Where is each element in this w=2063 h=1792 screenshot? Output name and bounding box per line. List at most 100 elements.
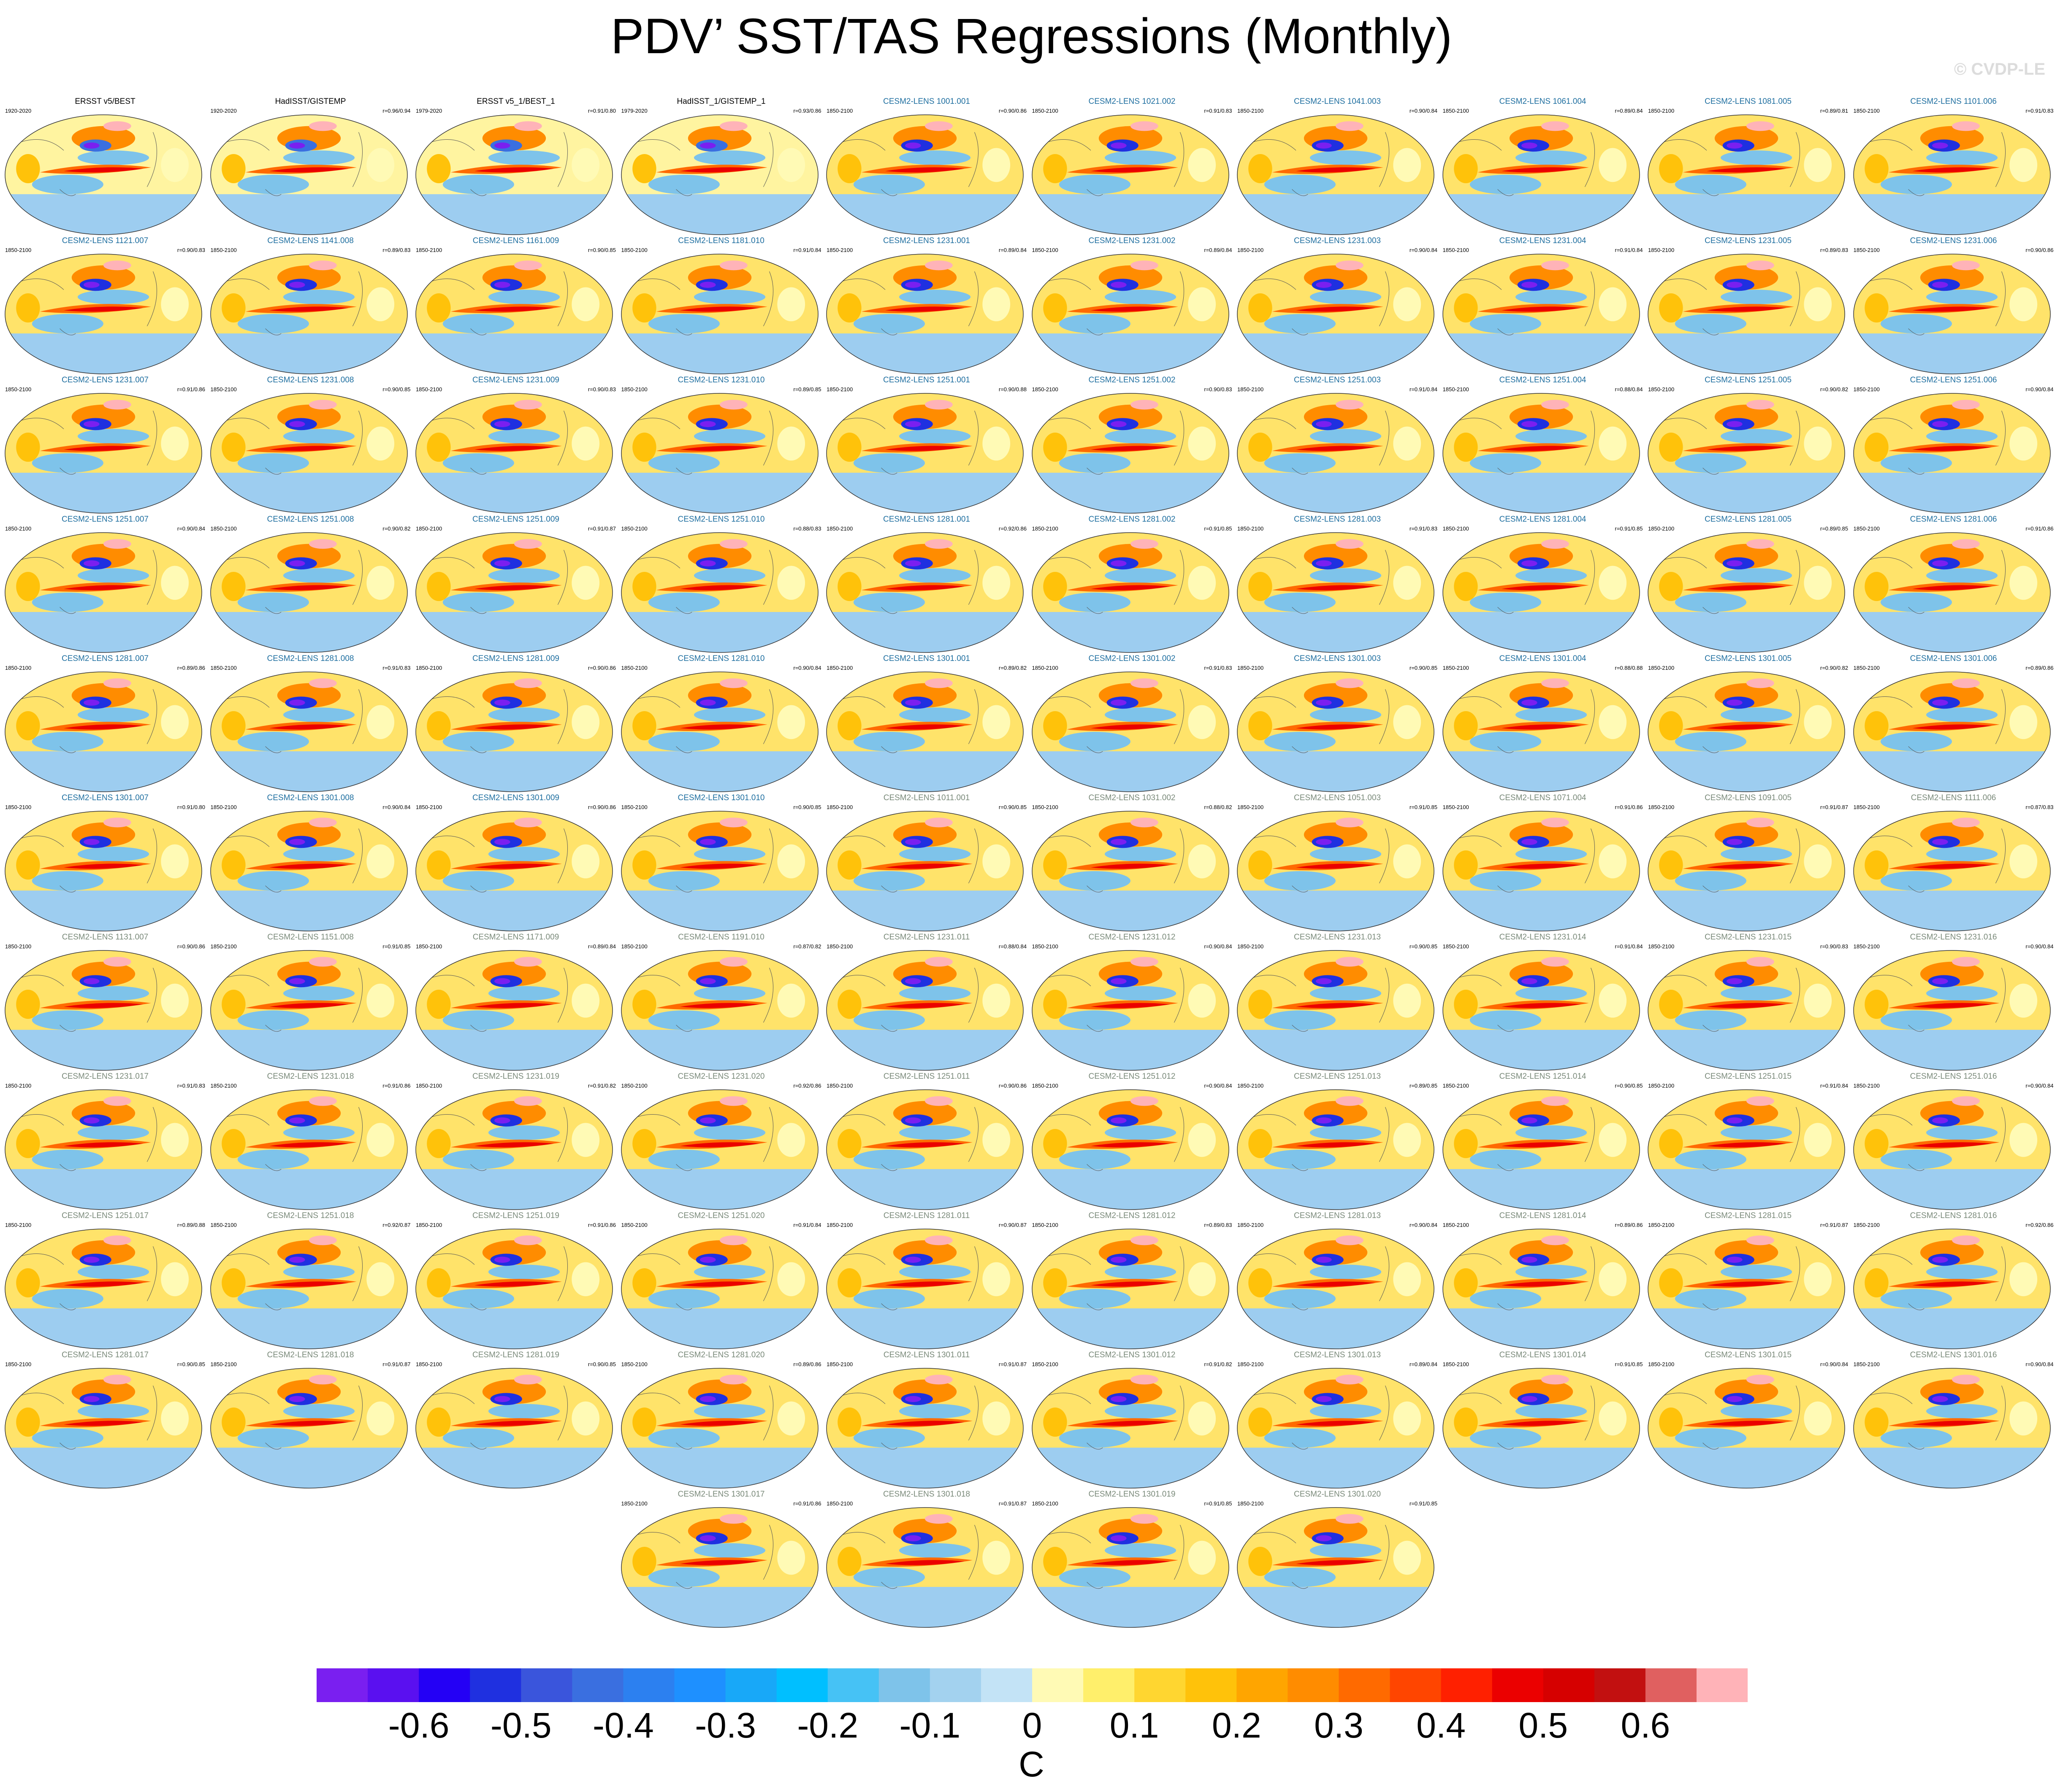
panel-period: 1850-2100 [1032, 386, 1058, 393]
kuroshio-cold-core [1521, 978, 1537, 985]
panel-title: CESM2-LENS 1301.011 [883, 1351, 970, 1359]
watermark: © CVDP-LE [1954, 60, 2045, 79]
kuroshio-cold-core [699, 1535, 716, 1542]
map-panel: CESM2-LENS 1301.015 1850-2100 r=0.90/0.84 [1646, 1351, 1851, 1490]
south-pacific-cool-arm [1675, 871, 1746, 891]
map-border [5, 532, 202, 653]
panel-title: CESM2-LENS 1251.019 [472, 1211, 559, 1220]
regression-map [1031, 1507, 1229, 1628]
panel-title: CESM2-LENS 1281.007 [62, 654, 149, 663]
north-pacific-cool-arm [899, 1404, 971, 1418]
map-border [1237, 671, 1434, 792]
map-border [5, 254, 202, 374]
map-border [1648, 1089, 1845, 1210]
alaska-warm [103, 1375, 131, 1385]
indian-ocean-warm [221, 1129, 246, 1159]
panel-period: 1850-2100 [210, 247, 237, 253]
kuroshio-cold-core [1727, 1117, 1743, 1124]
alaska-warm [925, 1096, 953, 1106]
south-pacific-cool-arm [853, 1567, 925, 1587]
panel-title: CESM2-LENS 1301.008 [267, 793, 354, 802]
atlantic-neutral [1804, 705, 1832, 739]
regression-map [621, 114, 819, 235]
north-pacific-cool-arm [283, 568, 355, 583]
regression-map [1031, 811, 1229, 931]
north-pacific-cool-arm [1720, 986, 1792, 1001]
atlantic-neutral [572, 1262, 600, 1297]
panel-pattern-correlation: r=0.89/0.86 [1615, 1222, 1643, 1228]
southern-ocean-cool [827, 194, 1023, 235]
indian-ocean-warm [221, 154, 246, 184]
map-border [1648, 1368, 1845, 1489]
map-border [1853, 254, 2051, 374]
north-pacific-cool-arm [1104, 429, 1176, 444]
map-border [1031, 950, 1229, 1071]
equatorial-pacific-core [680, 1560, 759, 1565]
south-pacific-cool-arm [648, 1428, 720, 1448]
indian-ocean-warm [1453, 433, 1478, 462]
alaska-warm [1746, 817, 1774, 828]
alaska-warm [1952, 1096, 1980, 1106]
panel-title: CESM2-LENS 1281.001 [883, 515, 970, 524]
map-border [415, 254, 613, 374]
panel-title: CESM2-LENS 1251.013 [1294, 1072, 1381, 1081]
north-pacific-cool-arm [1515, 568, 1587, 583]
southern-ocean-cool [1237, 1587, 1434, 1627]
colorbar-tick-label: -0.5 [490, 1705, 552, 1745]
panel-period: 1850-2100 [1442, 1361, 1469, 1367]
alaska-warm [309, 400, 337, 410]
south-pacific-cool-arm [237, 175, 309, 195]
southern-ocean-cool [1032, 891, 1229, 931]
map-border [1237, 811, 1434, 931]
indian-ocean-warm [427, 850, 451, 880]
regression-map [826, 950, 1024, 1071]
panel-period: 1850-2100 [827, 665, 853, 671]
panel-period: 1850-2100 [5, 804, 32, 810]
north-pacific-cool-arm [1309, 1264, 1382, 1279]
indian-ocean-warm [1864, 711, 1889, 741]
alaska-warm [309, 121, 337, 131]
north-pacific-cool-arm [1720, 847, 1792, 861]
equatorial-pacific-core [885, 1142, 965, 1148]
southern-ocean-cool [621, 1308, 818, 1349]
map-border [1031, 114, 1229, 235]
panel-title: CESM2-LENS 1301.003 [1294, 654, 1381, 663]
south-pacific-cool-arm [237, 1010, 309, 1030]
atlantic-neutral [777, 287, 805, 322]
kuroshio-cold-core [1727, 839, 1743, 845]
indian-ocean-warm [16, 1268, 40, 1298]
atlantic-neutral [1187, 1123, 1216, 1157]
map-border [1031, 1229, 1229, 1349]
equatorial-pacific-core [474, 1003, 554, 1008]
map-border [1237, 254, 1434, 374]
kuroshio-cold-core [84, 282, 100, 288]
map-panel: CESM2-LENS 1251.004 1850-2100 r=0.88/0.84 [1440, 376, 1646, 515]
panel-pattern-correlation: r=0.90/0.83 [1820, 943, 1848, 950]
north-pacific-cool-arm [1309, 290, 1382, 304]
equatorial-pacific-core [680, 1421, 759, 1426]
panel-pattern-correlation: r=0.91/0.85 [1204, 1500, 1232, 1507]
north-pacific-cool-arm [899, 290, 971, 304]
indian-ocean-warm [1248, 1547, 1272, 1576]
map-border [5, 1229, 202, 1349]
alaska-warm [103, 121, 131, 131]
south-pacific-cool-arm [648, 314, 720, 334]
alaska-warm [925, 1514, 953, 1524]
atlantic-neutral [1598, 148, 1627, 182]
kuroshio-cold-core [84, 1117, 100, 1124]
alaska-warm [1952, 400, 1980, 410]
alaska-warm [1130, 539, 1158, 549]
panel-title: CESM2-LENS 1251.001 [883, 376, 970, 384]
panel-title: CESM2-LENS 1251.005 [1705, 376, 1792, 384]
north-pacific-cool-arm [77, 150, 149, 165]
panel-pattern-correlation: r=0.91/0.84 [1615, 247, 1643, 253]
panel-title: CESM2-LENS 1251.017 [62, 1211, 149, 1220]
indian-ocean-warm [1659, 154, 1683, 184]
atlantic-neutral [366, 1401, 394, 1436]
south-pacific-cool-arm [1469, 314, 1541, 334]
southern-ocean-cool [827, 891, 1023, 931]
map-panel: CESM2-LENS 1281.013 1850-2100 r=0.90/0.84 [1235, 1211, 1440, 1351]
north-pacific-cool-arm [283, 1125, 355, 1140]
regression-map [1853, 811, 2051, 931]
panel-period: 1850-2100 [1442, 386, 1469, 393]
